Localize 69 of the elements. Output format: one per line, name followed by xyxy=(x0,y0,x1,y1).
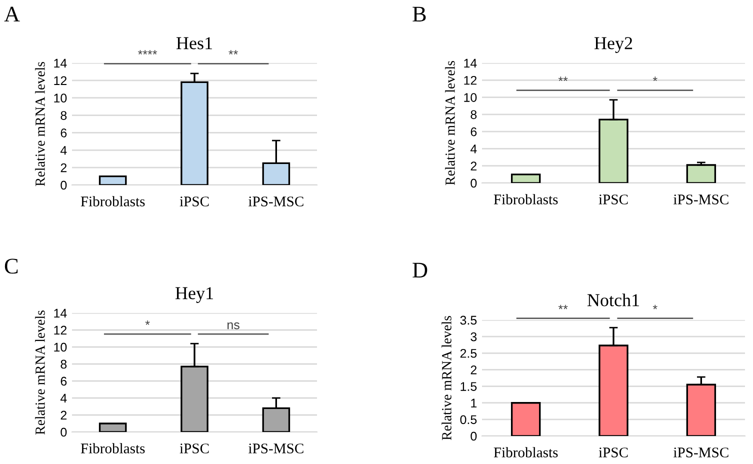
x-tick-label: iPS-MSC xyxy=(248,196,304,206)
x-tick-label: iPS-MSC xyxy=(674,194,728,204)
text: C xyxy=(4,258,18,274)
x-tick-label: iPS-MSC xyxy=(248,444,304,454)
x-tick-label: Fibroblasts xyxy=(494,194,558,204)
x-tick-label: Fibroblasts xyxy=(80,443,145,454)
y-tick-label: 10 xyxy=(54,94,67,103)
y-tick-label: 2 xyxy=(60,410,67,420)
y-axis-title: Relative mRNA levels xyxy=(442,316,452,440)
y-tick-label: 12 xyxy=(54,76,67,85)
annotation: * xyxy=(652,76,658,82)
y-tick-label: 14 xyxy=(54,58,67,68)
y-tick-label: 8 xyxy=(60,360,67,369)
y-tick-label: 12 xyxy=(54,326,67,335)
y-axis-title: Relative mRNA levels xyxy=(35,62,45,186)
y-tick-label: 0 xyxy=(470,432,477,441)
chart-title: Hey1 xyxy=(175,287,213,304)
chart-title: Notch1 xyxy=(587,294,639,306)
x-tick-label: iPSC xyxy=(180,196,209,206)
y-axis-title: Relative mRNA levels xyxy=(445,61,455,186)
y-tick-label: 0.5 xyxy=(460,415,477,424)
text: ** xyxy=(558,304,568,310)
text: **** xyxy=(138,50,158,54)
text: ** xyxy=(228,50,238,54)
y-tick-label: 8 xyxy=(470,110,477,120)
bar xyxy=(98,422,127,432)
bar xyxy=(686,164,716,183)
y-tick-label: 2 xyxy=(470,366,477,374)
y-tick-label: 1.5 xyxy=(460,382,477,391)
x-tick-label: iPS-MSC xyxy=(674,448,728,458)
y-tick-label: 0 xyxy=(470,178,477,188)
y-tick-label: 10 xyxy=(464,93,477,102)
y-tick-label: 6 xyxy=(60,376,67,386)
annotation: ns xyxy=(228,322,240,330)
text: B xyxy=(412,6,426,22)
text: A xyxy=(4,6,20,22)
y-tick-label: 0 xyxy=(60,180,67,190)
annotation: * xyxy=(145,320,150,325)
y-axis-title: Relative mRNA levels xyxy=(35,310,45,435)
chart-title: Hes1 xyxy=(176,37,212,50)
y-tick-label: 14 xyxy=(54,308,67,318)
y-tick-label: 3.5 xyxy=(460,316,477,325)
x-tick-label: iPSC xyxy=(180,444,209,454)
text: D xyxy=(412,262,428,278)
x-tick-label: Fibroblasts xyxy=(80,196,145,206)
text: * xyxy=(652,304,658,310)
y-tick-label: 1 xyxy=(471,398,477,408)
y-tick-label: 8 xyxy=(60,111,67,120)
y-tick-label: 2 xyxy=(60,163,67,172)
chart-title: Hey2 xyxy=(594,37,632,54)
y-tick-label: 0 xyxy=(60,428,67,437)
y-tick-label: 2 xyxy=(470,162,477,170)
y-tick-label: 4 xyxy=(60,394,67,403)
annotation: ** xyxy=(558,76,568,82)
x-tick-label: Fibroblasts xyxy=(494,447,558,458)
y-tick-label: 2.5 xyxy=(460,348,477,358)
bar xyxy=(98,175,127,185)
y-tick-label: 12 xyxy=(464,76,477,85)
x-tick-label: iPSC xyxy=(598,194,628,204)
y-tick-label: 4 xyxy=(60,146,67,155)
y-tick-label: 6 xyxy=(60,128,67,138)
y-tick-label: 6 xyxy=(470,127,477,136)
y-tick-label: 3 xyxy=(470,332,477,342)
x-tick-label: iPSC xyxy=(598,448,628,458)
bar xyxy=(510,174,541,183)
bar xyxy=(510,402,541,436)
y-tick-label: 4 xyxy=(470,144,477,154)
y-tick-label: 10 xyxy=(54,342,67,352)
y-tick-label: 14 xyxy=(464,58,477,68)
